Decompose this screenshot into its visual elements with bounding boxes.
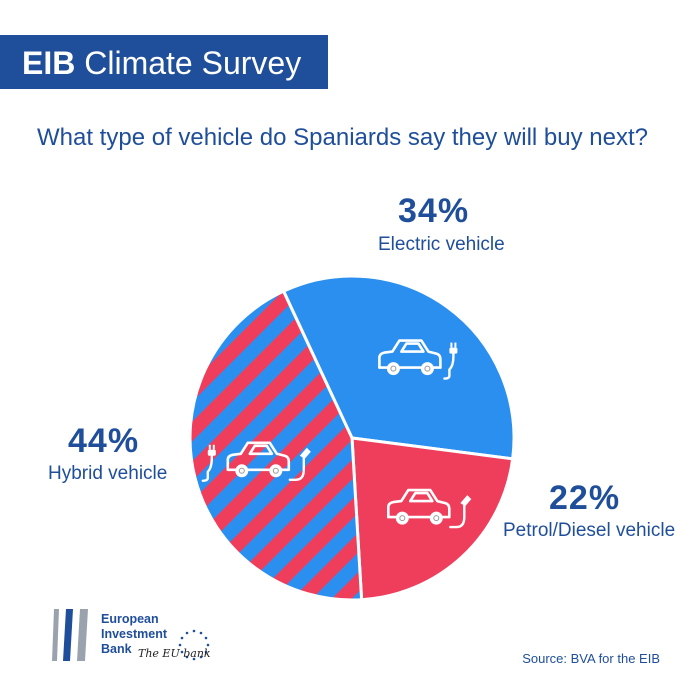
label-hybrid: Hybrid vehicle	[48, 463, 168, 484]
electric-car-icon	[378, 339, 458, 380]
pct-hybrid: 44%	[68, 422, 140, 460]
label-electric: Electric vehicle	[378, 234, 505, 255]
title-brand: EIB	[22, 45, 76, 81]
page-title: EIB Climate Survey	[22, 41, 301, 85]
label-petrol: Petrol/Diesel vehicle	[503, 520, 676, 541]
pct-electric: 34%	[398, 192, 470, 230]
petrol-car-icon	[386, 488, 472, 529]
pct-petrol: 22%	[549, 479, 621, 517]
logo-line-2: Investment	[101, 627, 167, 641]
title-banner	[0, 35, 328, 89]
eib-logo-icon	[52, 609, 88, 661]
survey-question: What type of vehicle do Spaniards say th…	[37, 124, 648, 151]
pie-slice-hybrid-vehicle	[188, 289, 364, 602]
eib-tagline: The EU bank	[138, 647, 211, 660]
source-note: Source: BVA for the EIB	[522, 651, 660, 666]
hybrid-car-icon	[201, 441, 311, 482]
eib-logo-text: European Investment Bank	[101, 612, 167, 657]
logo-line-3: Bank	[101, 642, 132, 656]
title-rest: Climate Survey	[75, 45, 302, 81]
eu-stars-icon	[178, 629, 210, 661]
logo-line-1: European	[101, 612, 159, 626]
